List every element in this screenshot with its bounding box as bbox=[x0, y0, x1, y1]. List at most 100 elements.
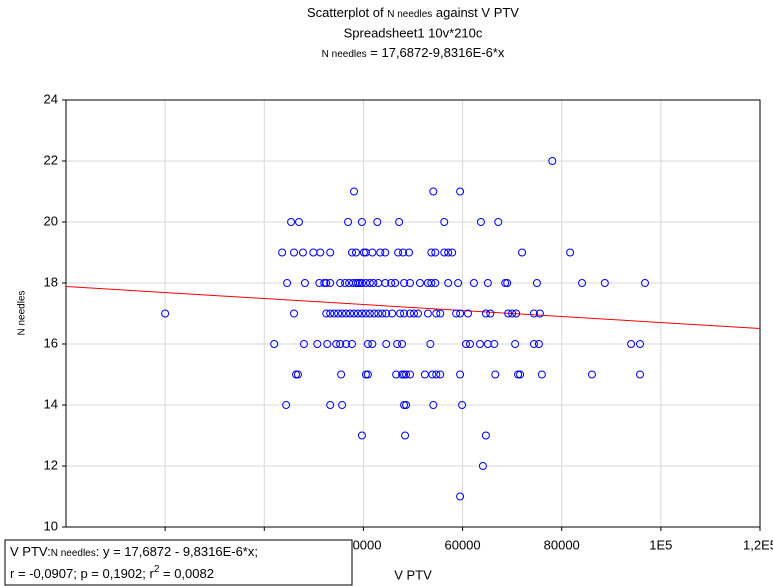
point bbox=[394, 248, 403, 257]
point bbox=[406, 279, 415, 287]
point bbox=[351, 248, 360, 257]
point bbox=[432, 309, 441, 318]
point bbox=[344, 218, 353, 226]
point bbox=[361, 309, 370, 318]
text-part: V PTV: bbox=[10, 544, 51, 559]
y-tick-label: 14 bbox=[44, 396, 58, 411]
point bbox=[363, 370, 372, 379]
point bbox=[566, 248, 575, 257]
point bbox=[351, 279, 360, 287]
point bbox=[406, 309, 415, 318]
point bbox=[423, 309, 432, 318]
point bbox=[436, 370, 445, 379]
point bbox=[420, 370, 429, 379]
point bbox=[466, 340, 475, 348]
point bbox=[350, 187, 359, 196]
chart-subtitle: Spreadsheet1 10v*210c bbox=[344, 25, 483, 40]
point bbox=[313, 340, 322, 348]
x-tick-label: 60000 bbox=[444, 537, 480, 552]
point bbox=[491, 370, 500, 379]
point bbox=[368, 340, 377, 348]
point bbox=[326, 401, 335, 409]
point bbox=[336, 279, 345, 287]
point bbox=[600, 279, 609, 287]
point bbox=[342, 340, 351, 348]
point bbox=[413, 309, 422, 318]
point bbox=[361, 248, 370, 257]
point bbox=[464, 309, 473, 318]
point bbox=[452, 309, 461, 318]
point bbox=[456, 187, 465, 196]
point bbox=[486, 309, 495, 318]
point bbox=[369, 279, 378, 287]
point bbox=[440, 248, 449, 257]
point bbox=[400, 370, 409, 379]
point bbox=[511, 340, 520, 348]
point bbox=[316, 248, 325, 257]
point bbox=[334, 309, 343, 318]
point bbox=[294, 218, 303, 226]
point bbox=[534, 340, 543, 348]
text-part: r = -0,0907; p = 0,1902; r bbox=[10, 566, 154, 581]
point bbox=[393, 340, 402, 348]
point bbox=[388, 309, 397, 318]
point bbox=[290, 309, 299, 318]
point bbox=[476, 218, 485, 226]
point bbox=[330, 309, 339, 318]
point bbox=[353, 309, 362, 318]
text-line: V PTV:N needles: y = 17,6872 - 9,8316E-6… bbox=[10, 544, 258, 559]
point bbox=[428, 370, 437, 379]
point bbox=[270, 340, 279, 348]
point bbox=[322, 309, 331, 318]
point bbox=[309, 248, 318, 257]
point bbox=[548, 157, 557, 165]
text-part: against V PTV bbox=[432, 5, 519, 20]
point bbox=[398, 370, 407, 379]
point bbox=[322, 279, 331, 287]
point bbox=[627, 340, 636, 348]
point bbox=[350, 309, 359, 318]
point bbox=[363, 340, 372, 348]
point bbox=[400, 279, 409, 287]
text-part: 2 bbox=[154, 564, 160, 575]
point bbox=[338, 401, 347, 409]
point bbox=[514, 370, 523, 379]
point bbox=[337, 370, 346, 379]
point bbox=[348, 248, 357, 257]
point bbox=[427, 248, 436, 257]
text-part: N needles bbox=[51, 548, 96, 559]
point bbox=[440, 218, 449, 226]
text-line: Scatterplot of N needles against V PTV bbox=[307, 5, 519, 20]
y-tick-label: 20 bbox=[44, 213, 58, 228]
point bbox=[504, 309, 513, 318]
point bbox=[381, 279, 390, 287]
point bbox=[636, 340, 645, 348]
point bbox=[478, 462, 487, 470]
text-part: N needles bbox=[322, 49, 367, 60]
point bbox=[395, 218, 404, 226]
point bbox=[483, 279, 492, 287]
point bbox=[431, 279, 440, 287]
point bbox=[508, 309, 517, 318]
y-tick-label: 22 bbox=[44, 152, 58, 167]
point bbox=[444, 248, 453, 257]
point bbox=[359, 248, 368, 257]
y-tick-label: 12 bbox=[44, 457, 58, 472]
point bbox=[529, 340, 538, 348]
point bbox=[338, 309, 347, 318]
point bbox=[361, 370, 370, 379]
point bbox=[398, 340, 407, 348]
text-part: = 17,6872-9,8316E-6*x bbox=[367, 45, 505, 60]
point bbox=[282, 401, 291, 409]
point bbox=[332, 340, 341, 348]
text-part: : y = 17,6872 - 9,8316E-6*x; bbox=[96, 544, 258, 559]
text-part: Scatterplot of bbox=[307, 5, 387, 20]
point bbox=[409, 309, 418, 318]
point bbox=[342, 309, 351, 318]
point bbox=[378, 309, 387, 318]
point bbox=[481, 309, 490, 318]
point bbox=[326, 248, 335, 257]
point bbox=[456, 370, 465, 379]
point bbox=[481, 431, 490, 440]
